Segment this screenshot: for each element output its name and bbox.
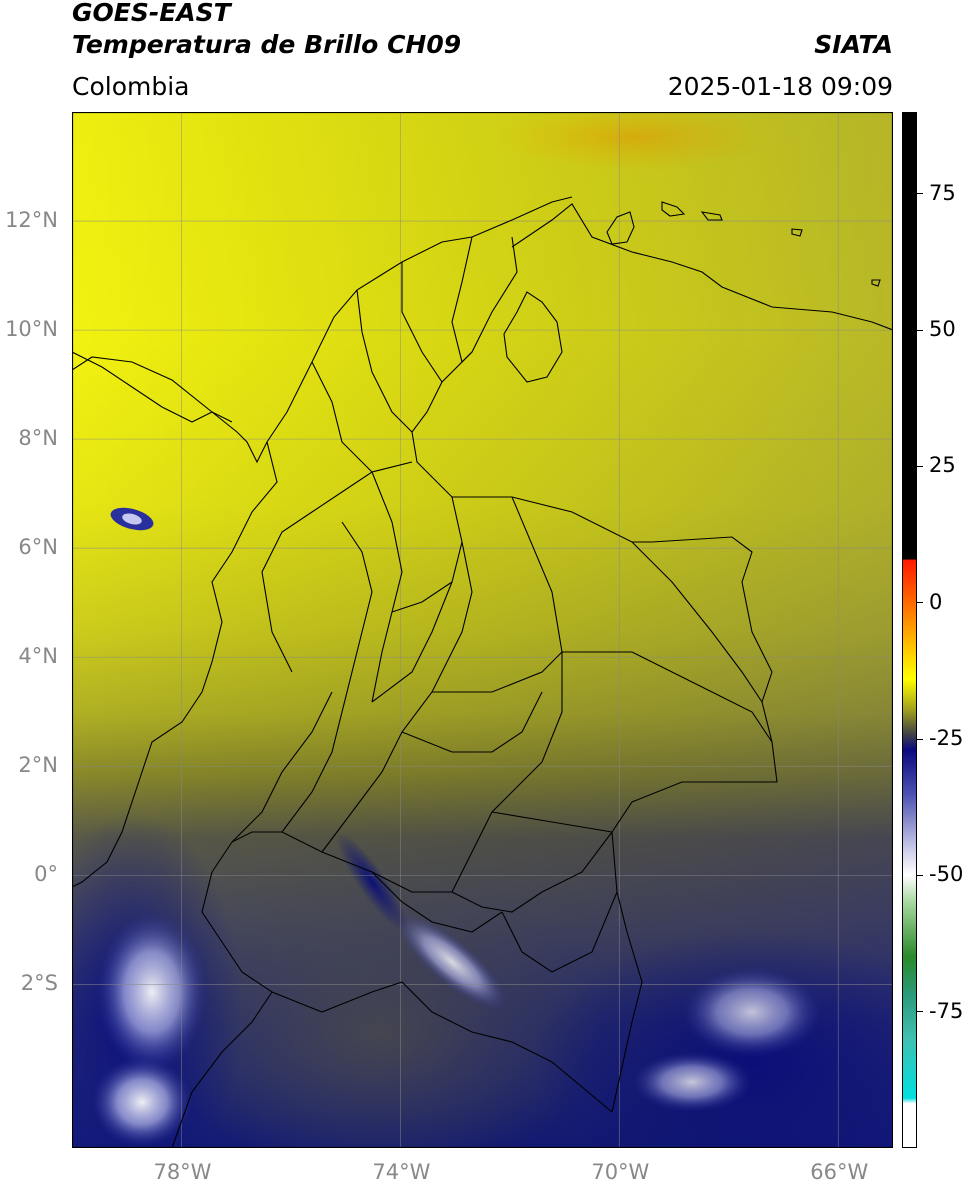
dept-line-12 (451, 236, 473, 364)
ecuador-peru-border (201, 871, 613, 1113)
gridlines (72, 112, 893, 1148)
colorbar-tick-label: 75 (929, 180, 956, 205)
dept-line-13 (432, 651, 563, 693)
latitude-tick-label: 6°N (18, 535, 58, 560)
satellite-title: GOES-EAST (72, 0, 231, 27)
colorbar-tick-label: -75 (929, 998, 964, 1023)
colorbar-tick (917, 874, 923, 876)
colombia-peru-border (611, 831, 643, 1113)
putumayo-line (371, 871, 503, 933)
amazonas-line (501, 891, 618, 973)
colorbar-tick-label: 0 (929, 589, 943, 614)
dept-line-5 (562, 651, 773, 743)
colorbar-tick (917, 465, 923, 467)
colorbar-tick-label: -50 (929, 862, 964, 887)
island-4 (791, 228, 803, 237)
brightness-temperature-map (22, 102, 966, 1190)
dept-line-16 (491, 811, 613, 833)
product-title: Temperatura de Brillo CH09 (72, 30, 462, 59)
dept-line-7 (321, 541, 473, 853)
central-america-coast (71, 351, 233, 423)
dept-line-8 (281, 521, 373, 833)
dept-line-11 (401, 262, 443, 383)
latitude-tick-label: 2°N (18, 753, 58, 778)
dept-line-6 (631, 541, 763, 703)
colombia-ecuador-border (211, 831, 452, 893)
temperature-colorbar (902, 112, 917, 1148)
colorbar-tick-label: 50 (929, 317, 956, 342)
dept-line-14 (401, 691, 543, 753)
colorbar-tick-label: 25 (929, 453, 956, 478)
island-1 (606, 211, 635, 245)
datetime-label: 2025-01-18 09:09 (667, 72, 893, 101)
island-2 (661, 201, 686, 217)
colorbar-tick (917, 738, 923, 740)
region-label: Colombia (72, 72, 190, 101)
country-borders (71, 196, 894, 1149)
maracaibo-lake (503, 291, 563, 383)
latitude-tick-label: 0° (34, 862, 58, 887)
colorbar-tick (917, 193, 923, 195)
dept-line-10 (356, 289, 413, 433)
longitude-tick-label: 78°W (153, 1160, 212, 1184)
map-panel (22, 102, 966, 1190)
dept-line-1 (261, 461, 413, 673)
dept-line-2 (371, 471, 403, 703)
latitude-tick-label: 2°S (20, 971, 58, 996)
guajira-venezuela-coast (511, 203, 894, 331)
colorbar-tick (917, 602, 923, 604)
peru-border-south (171, 991, 273, 1149)
map-frame (71, 111, 894, 1149)
longitude-tick-label: 66°W (810, 1160, 869, 1184)
dept-line-9 (311, 361, 373, 473)
dept-line-17 (231, 691, 333, 843)
latitude-tick-label: 4°N (18, 644, 58, 669)
colorbar-tick-label: -25 (929, 726, 964, 751)
latitude-tick-label: 12°N (5, 208, 58, 233)
pacific-coast (71, 441, 278, 888)
island-3 (700, 211, 723, 221)
colorbar-tick (917, 1011, 923, 1013)
longitude-tick-label: 70°W (591, 1160, 650, 1184)
island-5 (871, 279, 881, 287)
dept-line-15 (371, 581, 453, 703)
latitude-tick-label: 8°N (18, 426, 58, 451)
colombia-venezuela-border (411, 236, 773, 673)
latitude-tick-label: 10°N (5, 317, 58, 342)
agency-label: SIATA (814, 30, 893, 59)
longitude-tick-label: 74°W (372, 1160, 431, 1184)
colorbar-tick (917, 329, 923, 331)
eastern-darkening (72, 112, 893, 1148)
